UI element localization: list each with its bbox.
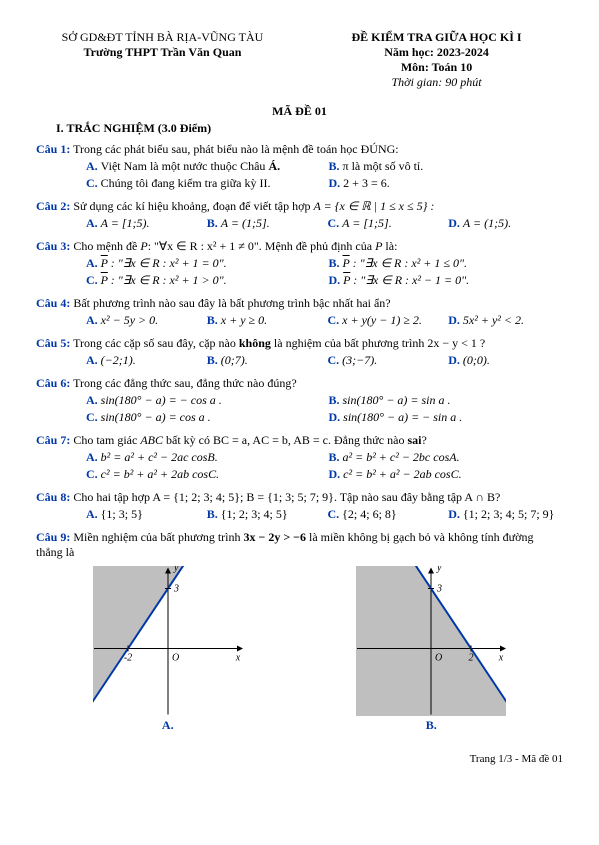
q1-opt-B: B. π là một số vô tỉ.	[329, 159, 564, 174]
school: Trường THPT Trần Văn Quan	[36, 45, 289, 60]
q1-text: Trong các phát biểu sau, phát biểu nào l…	[73, 142, 398, 156]
q5-label: Câu 5:	[36, 336, 70, 350]
q5-opt-A: A. (−2;1).	[86, 353, 201, 368]
fig-A-label: A.	[93, 718, 243, 733]
q2-text-b: A = {x ∈ ℝ | 1 ≤ x ≤ 5} :	[313, 199, 434, 213]
svg-text:y: y	[173, 566, 179, 574]
q8-opt-A: A. {1; 3; 5}	[86, 507, 201, 522]
dept: SỞ GD&ĐT TỈNH BÀ RỊA-VŨNG TÀU	[36, 30, 289, 45]
question-8: Câu 8: Cho hai tập hợp A = {1; 2; 3; 4; …	[36, 490, 563, 522]
exam-year: Năm học: 2023-2024	[310, 45, 563, 60]
q3-label: Câu 3:	[36, 239, 70, 253]
q6-opt-D: D. sin(180° − a) = − sin a .	[329, 410, 564, 425]
q6-text: Trong các đẳng thức sau, đẳng thức nào đ…	[73, 376, 297, 390]
q5-opt-D: D. (0;0).	[448, 353, 563, 368]
question-1: Câu 1: Trong các phát biểu sau, phát biể…	[36, 142, 563, 191]
q7-opt-D: D. c² = b² + a² − 2ab cosC.	[329, 467, 564, 482]
q6-opt-C: C. sin(180° − a) = cos a .	[86, 410, 321, 425]
q3-opt-D: D. P : "∃x ∈ R : x² − 1 = 0".	[329, 273, 564, 288]
question-2: Câu 2: Sử dụng các kí hiệu khoảng, đoạn …	[36, 199, 563, 231]
q6-opt-B: B. sin(180° − a) = sin a .	[329, 393, 564, 408]
question-3: Câu 3: Cho mệnh đề P: "∀x ∈ R : x² + 1 ≠…	[36, 239, 563, 288]
header-right: ĐỀ KIỂM TRA GIỮA HỌC KÌ I Năm học: 2023-…	[310, 30, 563, 90]
q3-opt-C: C. P : "∃x ∈ R : x² + 1 > 0".	[86, 273, 321, 288]
svg-text:y: y	[436, 566, 442, 574]
question-5: Câu 5: Trong các cặp số sau đây, cặp nào…	[36, 336, 563, 368]
q3-opt-A: A. P : "∃x ∈ R : x² + 1 = 0".	[86, 256, 321, 271]
q2-opt-C: C. A = [1;5].	[328, 216, 443, 231]
q8-text: Cho hai tập hợp A = {1; 2; 3; 4; 5}; B =…	[73, 490, 500, 504]
q7-label: Câu 7:	[36, 433, 70, 447]
q2-opt-D: D. A = (1;5).	[448, 216, 563, 231]
q4-opt-D: D. 5x² + y² < 2.	[448, 313, 563, 328]
q4-label: Câu 4:	[36, 296, 70, 310]
exam-duration: Thời gian: 90 phút	[310, 75, 563, 90]
q2-text-a: Sử dụng các kí hiệu khoảng, đoạn để viết…	[73, 199, 313, 213]
q4-opt-A: A. x² − 5y > 0.	[86, 313, 201, 328]
svg-text:x: x	[498, 653, 504, 664]
q7-opt-A: A. b² = a² + c² − 2ac cosB.	[86, 450, 321, 465]
exam-title: ĐỀ KIỂM TRA GIỮA HỌC KÌ I	[310, 30, 563, 45]
svg-text:O: O	[172, 653, 179, 664]
exam-subject: Môn: Toán 10	[310, 60, 563, 75]
svg-text:-2: -2	[124, 653, 132, 664]
svg-text:3: 3	[436, 584, 442, 595]
header: SỞ GD&ĐT TỈNH BÀ RỊA-VŨNG TÀU Trường THP…	[36, 30, 563, 90]
svg-text:x: x	[235, 653, 241, 664]
q1-label: Câu 1:	[36, 142, 70, 156]
q3-opt-B: B. P : "∃x ∈ R : x² + 1 ≤ 0".	[329, 256, 564, 271]
q4-text: Bất phương trình nào sau đây là bất phươ…	[73, 296, 390, 310]
section-1-title: I. TRẮC NGHIỆM (3.0 Điểm)	[36, 121, 563, 136]
q6-opt-A: A. sin(180° − a) = − cos a .	[86, 393, 321, 408]
exam-code: MÃ ĐỀ 01	[36, 104, 563, 119]
header-left: SỞ GD&ĐT TỈNH BÀ RỊA-VŨNG TÀU Trường THP…	[36, 30, 289, 90]
figure-A: 3 -2 Ox y A.	[93, 566, 243, 733]
q8-opt-D: D. {1; 2; 3; 4; 5; 7; 9}	[448, 507, 563, 522]
figure-B: 3 2 Ox y B.	[356, 566, 506, 733]
q5-opt-C: C. (3;−7).	[328, 353, 443, 368]
q7-opt-B: B. a² = b² + c² − 2bc cosA.	[329, 450, 564, 465]
q2-opt-A: A. A = [1;5).	[86, 216, 201, 231]
q8-label: Câu 8:	[36, 490, 70, 504]
page-footer: Trang 1/3 - Mã đề 01	[36, 753, 563, 765]
q8-opt-C: C. {2; 4; 6; 8}	[328, 507, 443, 522]
q5-opt-B: B. (0;7).	[207, 353, 322, 368]
q1-opt-D: D. 2 + 3 = 6.	[329, 176, 564, 191]
svg-text:O: O	[435, 653, 442, 664]
q7-opt-C: C. c² = b² + a² + 2ab cosC.	[86, 467, 321, 482]
q2-opt-B: B. A = (1;5].	[207, 216, 322, 231]
q3-text-a: Cho mệnh đề	[73, 239, 140, 253]
q2-label: Câu 2:	[36, 199, 70, 213]
svg-text:2: 2	[469, 653, 474, 664]
q9-label: Câu 9:	[36, 530, 70, 544]
fig-B-label: B.	[356, 718, 506, 733]
svg-text:3: 3	[173, 584, 179, 595]
question-4: Câu 4: Bất phương trình nào sau đây là b…	[36, 296, 563, 328]
question-6: Câu 6: Trong các đẳng thức sau, đẳng thứ…	[36, 376, 563, 425]
q8-opt-B: B. {1; 2; 3; 4; 5}	[207, 507, 322, 522]
q1-opt-C: C. Chúng tôi đang kiểm tra giữa kỳ II.	[86, 176, 321, 191]
question-9: Câu 9: Miền nghiệm của bất phương trình …	[36, 530, 563, 733]
q1-opt-A: A. Việt Nam là một nước thuộc Châu Á.	[86, 159, 321, 174]
q4-opt-C: C. x + y(y − 1) ≥ 2.	[328, 313, 443, 328]
q4-opt-B: B. x + y ≥ 0.	[207, 313, 322, 328]
question-7: Câu 7: Cho tam giác ABC bất kỳ có BC = a…	[36, 433, 563, 482]
q6-label: Câu 6:	[36, 376, 70, 390]
graph-B: 3 2 Ox y	[356, 566, 506, 716]
graph-A: 3 -2 Ox y	[93, 566, 243, 716]
